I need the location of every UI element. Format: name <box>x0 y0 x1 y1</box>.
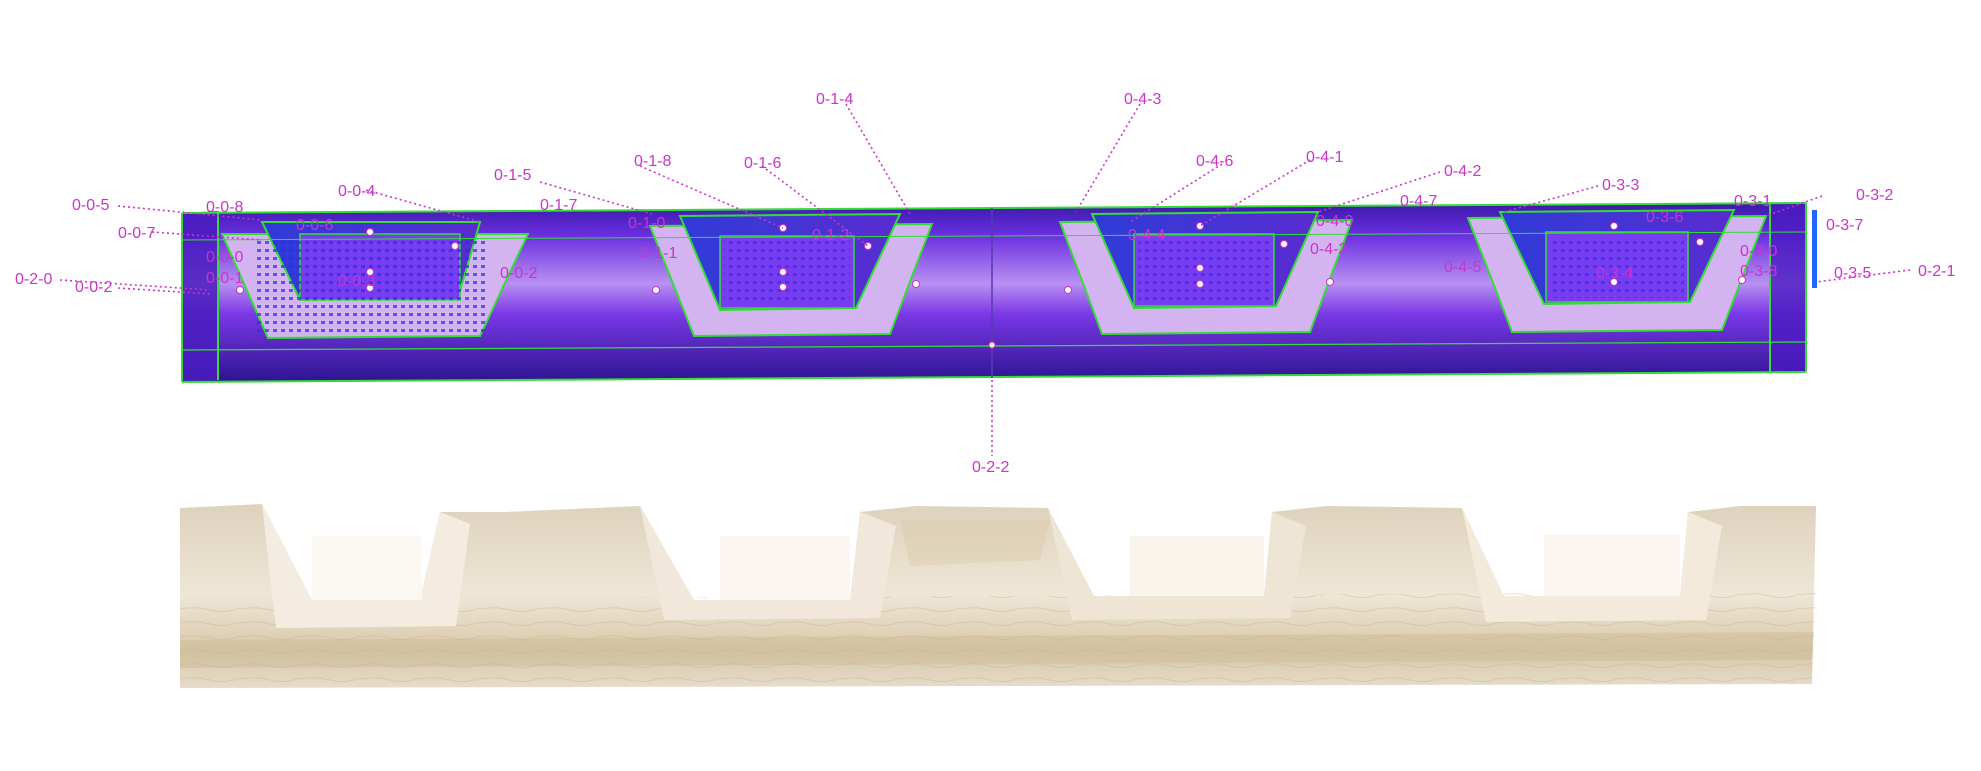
label: 0-3-3 <box>1602 177 1639 194</box>
wood-scan <box>180 504 1816 688</box>
wood-pocket-1-back <box>720 536 850 600</box>
wood-pocket-0-back <box>312 536 422 600</box>
label: 0-3-2 <box>1856 187 1893 204</box>
label: 0-4-4 <box>1128 227 1165 244</box>
label: 0-0-4 <box>338 183 375 200</box>
label: 0-4-7 <box>1400 193 1437 210</box>
label: 0-4-2 <box>1444 163 1481 180</box>
label: 0-0-5 <box>72 197 109 214</box>
leader-lines <box>59 103 1911 456</box>
beam-body <box>182 203 1806 382</box>
label: 0-1-6 <box>744 155 781 172</box>
label: 0-3-1 <box>1734 193 1771 210</box>
label: 0-0-2 <box>75 279 112 296</box>
label: 0-1-2 <box>812 227 849 244</box>
label: 0-4-6 <box>1196 153 1233 170</box>
label: 0-3-8 <box>1740 263 1777 280</box>
label: 0-2-0 <box>15 271 52 288</box>
label: 0-3-0 <box>1740 243 1777 260</box>
label: 0-3-7 <box>1826 217 1863 234</box>
wood-pocket-4-back <box>1130 536 1264 596</box>
point-markers <box>236 222 1746 349</box>
beam-model <box>181 202 1817 383</box>
label: 0-4-3 <box>1124 91 1161 108</box>
label: 0-4-1 <box>1306 149 1343 166</box>
wood-pocket-3-back <box>1544 534 1680 596</box>
wood-pocket-4 <box>1048 508 1306 620</box>
label: 0-0-0 <box>206 249 243 266</box>
label: 0-2-1 <box>1918 263 1955 280</box>
wood-pocket-3 <box>1462 508 1722 622</box>
right-marker <box>1812 210 1817 288</box>
label: 0-4-2 <box>1310 241 1347 258</box>
label: 0-0-3 <box>338 273 375 290</box>
pocket-4 <box>1058 210 1354 336</box>
beam-right-end <box>1770 203 1806 373</box>
label: 0-3-4 <box>1596 265 1633 282</box>
label: 0-0-8 <box>206 199 243 216</box>
beam-left-end <box>182 211 218 382</box>
pocket-0 <box>220 221 530 340</box>
labels: 0-0-5 0-0-8 0-0-7 0-0-6 0-0-4 0-2-0 0-0-… <box>15 91 1955 476</box>
label: 0-3-5 <box>1834 265 1871 282</box>
label: 0-3-6 <box>1646 209 1683 226</box>
label: 0-1-0 <box>628 215 665 232</box>
label: 0-0-2 <box>500 265 537 282</box>
label: 0-1-1 <box>640 245 677 262</box>
wood-pocket-0 <box>262 504 470 628</box>
wood-grain <box>180 592 1816 688</box>
pocket-1 <box>648 212 934 338</box>
label: 0-0-7 <box>118 225 155 242</box>
label: 0-1-8 <box>634 153 671 170</box>
label: 0-4-5 <box>1444 259 1481 276</box>
label: 0-2-2 <box>972 459 1009 476</box>
wood-shadow <box>180 632 1814 668</box>
label: 0-0-1 <box>206 270 243 287</box>
wood-pocket-1 <box>640 506 896 620</box>
wood-highlight <box>900 520 1050 566</box>
label: 0-1-4 <box>816 91 853 108</box>
label: 0-1-7 <box>540 197 577 214</box>
label: 0-1-5 <box>494 167 531 184</box>
label: 0-4-0 <box>1316 213 1353 230</box>
label: 0-0-6 <box>296 217 333 234</box>
